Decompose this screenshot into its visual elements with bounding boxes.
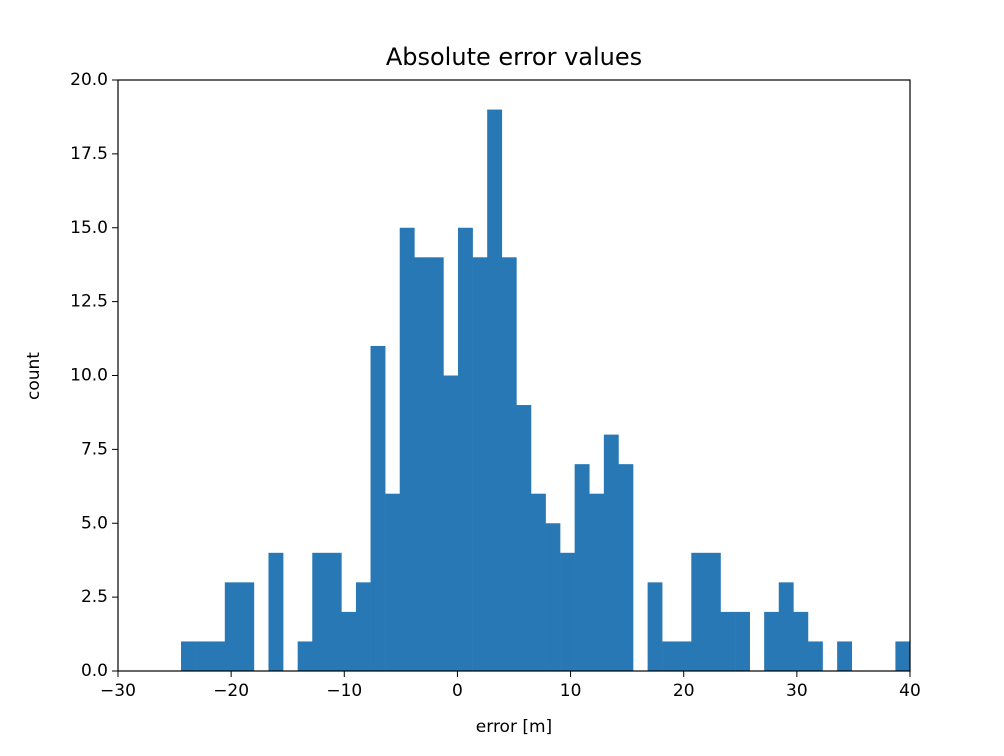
bar — [764, 611, 780, 671]
bar — [691, 552, 707, 671]
y-tick-label: 15.0 — [70, 218, 108, 238]
bar — [662, 641, 677, 671]
y-tick-label: 12.5 — [70, 292, 108, 312]
bar — [603, 434, 619, 671]
y-axis-label: count — [24, 352, 44, 400]
bar — [501, 257, 517, 671]
bar — [224, 582, 240, 671]
bar — [428, 257, 444, 671]
bar — [312, 552, 328, 671]
bar — [399, 227, 415, 671]
x-tick-label: −10 — [326, 681, 362, 701]
bar — [370, 345, 386, 671]
bar — [778, 582, 794, 671]
bar — [705, 552, 721, 671]
y-tick-label: 7.5 — [81, 439, 108, 459]
bar — [530, 493, 546, 671]
bar — [210, 641, 226, 671]
bar — [807, 641, 823, 671]
bar — [355, 582, 371, 671]
x-axis-label: error [m] — [476, 717, 552, 737]
bar — [793, 611, 809, 671]
bar — [268, 552, 284, 671]
y-tick-label: 10.0 — [70, 366, 108, 386]
bar — [414, 257, 430, 671]
x-tick-label: 20 — [673, 681, 695, 701]
bar — [720, 611, 736, 671]
x-tick-label: 10 — [560, 681, 582, 701]
bar — [574, 464, 590, 671]
y-tick-label: 5.0 — [81, 513, 108, 533]
bar — [516, 405, 532, 671]
bar — [341, 611, 357, 671]
x-tick-label: 30 — [786, 681, 808, 701]
bar — [647, 582, 663, 671]
bar — [589, 493, 605, 671]
bar — [837, 641, 853, 671]
x-tick-label: −30 — [100, 681, 136, 701]
x-tick-label: 0 — [452, 681, 463, 701]
bar — [239, 582, 255, 671]
bar — [472, 257, 488, 671]
bar — [895, 641, 911, 671]
bar — [545, 523, 561, 671]
bar — [618, 464, 634, 671]
bar — [297, 641, 313, 671]
y-tick-label: 20.0 — [70, 70, 108, 90]
bar — [735, 611, 750, 671]
bar — [443, 375, 459, 671]
x-tick-label: −20 — [213, 681, 249, 701]
y-tick-label: 17.5 — [70, 144, 108, 164]
bar — [195, 641, 211, 671]
x-tick-label: 40 — [899, 681, 921, 701]
y-tick-label: 2.5 — [81, 587, 108, 607]
chart-title: Absolute error values — [386, 43, 642, 71]
bar — [385, 493, 401, 671]
bar — [560, 552, 575, 671]
bar — [487, 109, 503, 672]
bar — [457, 227, 473, 671]
bar — [676, 641, 692, 671]
bar — [326, 552, 342, 671]
bar — [181, 641, 196, 671]
y-tick-label: 0.0 — [81, 661, 108, 681]
